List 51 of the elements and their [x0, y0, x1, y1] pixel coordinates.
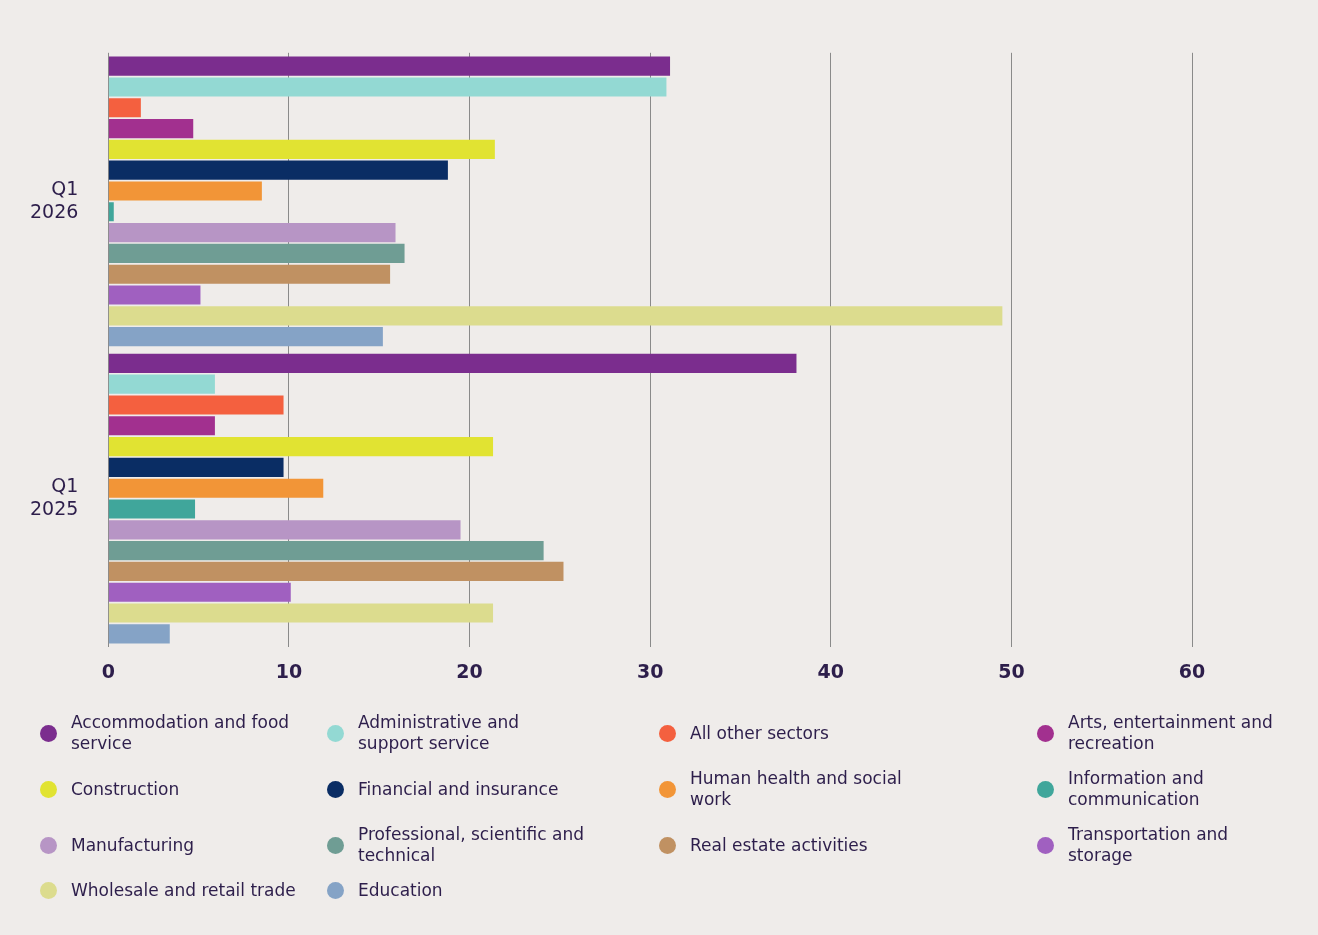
bar — [108, 561, 564, 581]
legend-label: Financial and insurance — [358, 778, 559, 800]
bar — [108, 374, 215, 394]
x-tick-label: 60 — [1178, 659, 1206, 682]
bar — [108, 98, 141, 118]
bar — [108, 603, 494, 623]
legend-label: Information and communication — [1068, 768, 1205, 810]
y-tick-label: Q1 2026 — [29, 176, 79, 222]
x-tick-label: 0 — [101, 659, 115, 682]
legend-label: Accommodation and food service — [71, 712, 291, 754]
bar — [108, 181, 262, 201]
bar — [108, 264, 391, 284]
bar — [108, 499, 196, 519]
bar — [108, 395, 284, 415]
y-tick-label: Q1 2025 — [29, 474, 79, 519]
bar — [108, 353, 797, 373]
x-tick-label: 40 — [817, 659, 845, 682]
bar — [108, 243, 405, 263]
bar — [108, 202, 114, 222]
legend-label: Human health and social work — [690, 768, 903, 810]
bar — [108, 77, 667, 97]
bar — [108, 139, 495, 159]
bar — [108, 624, 170, 644]
x-tick-label: 50 — [998, 659, 1025, 682]
legend-label: Wholesale and retail trade — [71, 880, 296, 901]
bar — [108, 223, 396, 243]
bar — [108, 306, 1003, 326]
legend-label: Education — [358, 880, 443, 901]
bar — [108, 457, 284, 477]
legend-label: Construction — [71, 778, 180, 800]
bar — [108, 56, 671, 76]
legend-label: Transportation and storage — [1068, 824, 1230, 866]
bar — [108, 416, 215, 436]
bar — [108, 285, 201, 305]
bar — [108, 327, 383, 347]
legend-label: All other sectors — [690, 722, 829, 744]
bar — [108, 582, 291, 602]
legend-label: Arts, entertainment and recreation — [1068, 712, 1274, 754]
legend-label: Administrative and support service — [358, 712, 521, 754]
x-tick-label: 10 — [275, 659, 303, 682]
legend-label: Professional, scientific and technical — [358, 824, 585, 866]
bar — [108, 478, 324, 498]
bar — [108, 160, 448, 180]
bar — [108, 437, 494, 457]
legend-label: Real estate activities — [690, 834, 868, 856]
bar — [108, 541, 544, 561]
bar — [108, 119, 194, 139]
bar — [108, 520, 461, 540]
x-tick-label: 20 — [456, 659, 483, 682]
legend-label: Manufacturing — [71, 834, 195, 856]
x-tick-label: 30 — [636, 659, 664, 682]
